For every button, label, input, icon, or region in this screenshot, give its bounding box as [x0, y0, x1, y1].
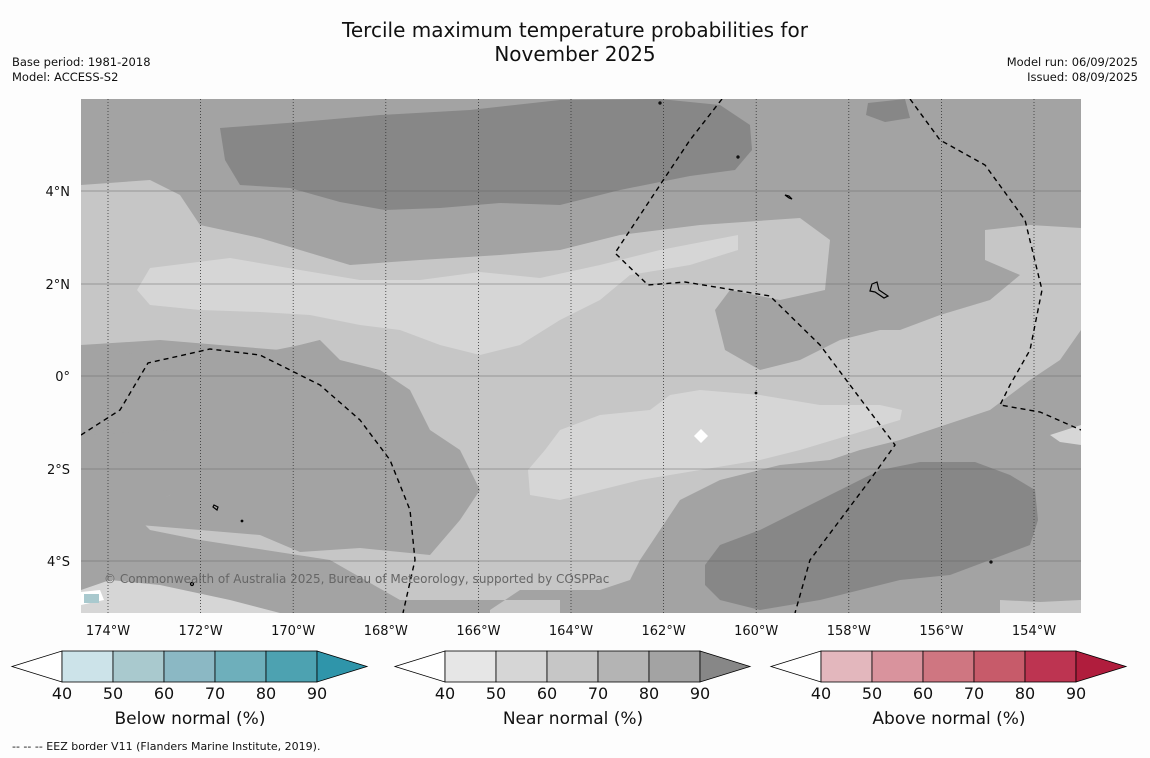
- near-normal-label: Near normal (%): [502, 709, 644, 729]
- map-title: Tercile maximum temperature probabilitie…: [0, 18, 1150, 66]
- lat-label: 0°: [55, 370, 70, 385]
- colorbar-segment: [444, 650, 497, 683]
- base-period-info: Base period: 1981-2018 Model: ACCESS-S2: [12, 55, 151, 85]
- colorbar-tick: 50: [486, 684, 506, 703]
- colorbar-segment: [973, 650, 1026, 683]
- islands: [189, 101, 993, 587]
- colorbar: 40 50 60 70 80 90: [393, 650, 752, 703]
- colorbar-tick: 90: [690, 684, 710, 703]
- map-field: [81, 99, 1081, 613]
- field-near-60-bottom-right: [1000, 600, 1081, 613]
- colorbar-segment: [922, 650, 975, 683]
- colorbar-tick: 70: [588, 684, 608, 703]
- below-normal-label: Below normal (%): [114, 709, 266, 729]
- lat-label: 2°N: [46, 278, 71, 293]
- base-period: Base period: 1981-2018: [12, 55, 151, 69]
- model-name: Model: ACCESS-S2: [12, 70, 119, 84]
- field-near-50-south: [528, 390, 902, 500]
- colorbar-tick: 40: [435, 684, 455, 703]
- above-normal-label: Above normal (%): [872, 709, 1026, 729]
- field-near-80-north: [220, 99, 752, 210]
- model-run-date: Model run: 06/09/2025: [1006, 55, 1138, 69]
- field-near-50-bottom-left: [81, 580, 280, 613]
- run-info: Model run: 06/09/2025 Issued: 08/09/2025: [1007, 55, 1138, 85]
- lon-label: 172°W: [179, 624, 223, 639]
- colorbar-tick: 50: [862, 684, 882, 703]
- colorbar-segment: [1024, 650, 1077, 683]
- colorbar-min-extension: [393, 650, 446, 683]
- colorbar-max-extension: [1075, 650, 1128, 683]
- colorbars: 40 50 60 70 80 90 40 50 60 70 80 90 40 50 60 70 80 90: [10, 650, 1128, 703]
- colorbar-tick: 50: [103, 684, 123, 703]
- colorbar-tick: 60: [537, 684, 557, 703]
- lon-label: 164°W: [549, 624, 593, 639]
- title-line-1: Tercile maximum temperature probabilitie…: [342, 18, 808, 42]
- colorbar-tick: 40: [811, 684, 831, 703]
- field-near-80-south: [705, 462, 1038, 610]
- eez-borders: [81, 99, 1081, 613]
- colorbar-segment: [597, 650, 650, 683]
- colorbar-segment: [648, 650, 701, 683]
- lon-label: 160°W: [734, 624, 778, 639]
- colorbar-min-extension: [769, 650, 822, 683]
- lon-label: 154°W: [1012, 624, 1056, 639]
- field-near-70-southwest: [81, 340, 480, 555]
- field-near-80-ne: [866, 99, 910, 122]
- colorbar: 40 50 60 70 80 90: [769, 650, 1128, 703]
- colorbar-tick: 90: [1066, 684, 1086, 703]
- lon-label: 166°W: [456, 624, 500, 639]
- lon-label: 156°W: [919, 624, 963, 639]
- issued-date: Issued: 08/09/2025: [1027, 70, 1138, 84]
- colorbar: 40 50 60 70 80 90: [10, 650, 369, 703]
- colorbar-min-extension: [10, 650, 63, 683]
- lat-label: 2°S: [47, 463, 70, 478]
- title-line-2: November 2025: [494, 42, 656, 66]
- colorbar-tick: 70: [964, 684, 984, 703]
- colorbar-segment: [546, 650, 599, 683]
- lon-label: 170°W: [271, 624, 315, 639]
- lat-lines: [81, 190, 1081, 562]
- eez-footnote: -- -- -- EEZ border V11 (Flanders Marine…: [12, 740, 321, 753]
- colorbar-segment: [112, 650, 165, 683]
- colorbar-tick: 80: [639, 684, 659, 703]
- field-below-normal-patch: [84, 594, 99, 603]
- colorbar-tick: 40: [52, 684, 72, 703]
- colorbar-segment: [163, 650, 216, 683]
- colorbar-max-extension: [316, 650, 369, 683]
- colorbar-tick: 60: [154, 684, 174, 703]
- colorbar-tick: 80: [256, 684, 276, 703]
- field-blank-diamond: [694, 429, 708, 443]
- field-near-50-north: [137, 235, 738, 355]
- colorbar-tick: 60: [913, 684, 933, 703]
- colorbar-segment: [265, 650, 318, 683]
- lat-label: 4°N: [46, 185, 71, 200]
- lon-label: 158°W: [827, 624, 871, 639]
- lat-label: 4°S: [47, 555, 70, 570]
- colorbar-tick: 90: [307, 684, 327, 703]
- lat-labels: 4°N 2°N 0° 2°S 4°S: [46, 185, 71, 570]
- colorbar-segment: [871, 650, 924, 683]
- colorbar-segment: [820, 650, 873, 683]
- colorbar-tick: 80: [1015, 684, 1035, 703]
- lon-label: 168°W: [364, 624, 408, 639]
- lon-label: 174°W: [86, 624, 130, 639]
- colorbar-max-extension: [699, 650, 752, 683]
- copyright-credit: © Commonwealth of Australia 2025, Bureau…: [104, 572, 610, 586]
- colorbar-segment: [214, 650, 267, 683]
- colorbar-segment: [495, 650, 548, 683]
- colorbar-segment: [61, 650, 114, 683]
- colorbar-tick: 70: [205, 684, 225, 703]
- lon-labels: 174°W 172°W 170°W 168°W 166°W 164°W 162°W 160°W…: [86, 624, 1056, 639]
- field-near-50-east: [1050, 425, 1081, 445]
- lon-label: 162°W: [642, 624, 686, 639]
